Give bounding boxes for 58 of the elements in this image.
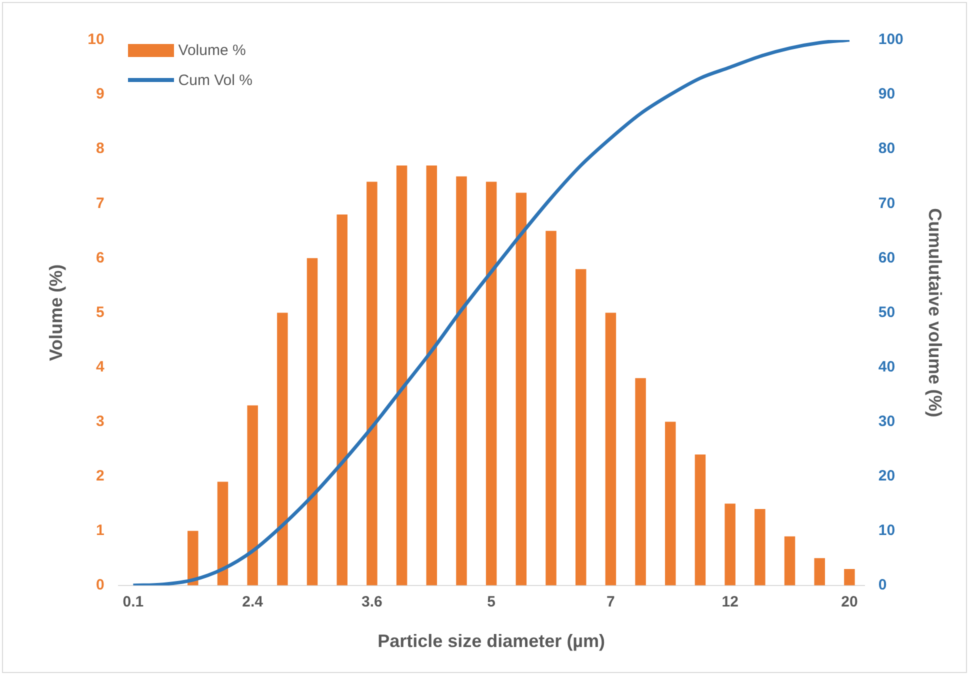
bar: [336, 214, 348, 586]
bar: [546, 230, 556, 586]
line-series: [131, 40, 852, 586]
bar: [486, 182, 497, 586]
x-tick-label: 3.6: [362, 594, 382, 611]
y-tick-label: 3: [96, 412, 104, 430]
x-tick-label: 5: [487, 594, 496, 611]
y2-axis-title: Cumulutaive volume (%): [925, 208, 946, 418]
y-tick-label: 2: [96, 467, 104, 484]
bar: [605, 312, 616, 586]
y-tick-label: 1: [96, 522, 104, 539]
y2-tick-label: 30: [878, 412, 896, 430]
y2-tick-label: 90: [878, 86, 896, 103]
y2-tick-label: 20: [878, 467, 896, 484]
y2-tick-label: 80: [878, 140, 896, 158]
bar: [754, 509, 766, 586]
y2-tick-label: 100: [878, 31, 904, 48]
y2-tick-label: 60: [878, 249, 896, 266]
bar: [306, 258, 318, 586]
y-tick-label: 5: [96, 304, 104, 321]
x-tick-label: 2.4: [242, 594, 264, 611]
bar: [188, 530, 198, 586]
y-axis-title: Volume (%): [46, 264, 66, 362]
bar: [217, 482, 228, 586]
legend-label: Volume %: [178, 42, 246, 58]
y-tick-label: 9: [96, 86, 104, 103]
bar: [724, 504, 736, 586]
bar: [784, 536, 796, 586]
bar: [575, 269, 586, 586]
y-tick-label: 4: [96, 358, 105, 376]
x-axis-title: Particle size diameter (µm): [378, 631, 606, 652]
bar: [694, 454, 706, 586]
bar: [665, 422, 676, 586]
x-tick-label: 12: [722, 594, 738, 611]
bar: [247, 405, 258, 586]
y-tick-label: 10: [88, 31, 104, 48]
y-tick-label: 8: [96, 140, 104, 158]
bar: [814, 558, 825, 586]
y2-tick-label: 40: [878, 358, 896, 376]
x-tick-label: 7: [606, 594, 615, 611]
x-tick-label: 0.1: [122, 594, 144, 611]
y2-tick-label: 70: [878, 194, 896, 212]
bar: [635, 378, 646, 586]
bar: [277, 312, 288, 586]
bar: [456, 176, 467, 586]
y-tick-label: 6: [96, 249, 104, 266]
bar: [426, 165, 438, 586]
y-tick-label: 7: [96, 194, 104, 212]
y-tick-label: 0: [96, 576, 104, 594]
bar: [366, 182, 378, 586]
y2-tick-label: 0: [878, 576, 887, 594]
bar: [516, 192, 527, 586]
y2-tick-label: 50: [878, 304, 896, 321]
bar: [844, 569, 855, 586]
legend-label: Cum Vol %: [178, 72, 252, 88]
y2-tick-label: 10: [878, 522, 896, 539]
x-tick-label: 20: [841, 594, 858, 611]
bar: [396, 165, 408, 586]
